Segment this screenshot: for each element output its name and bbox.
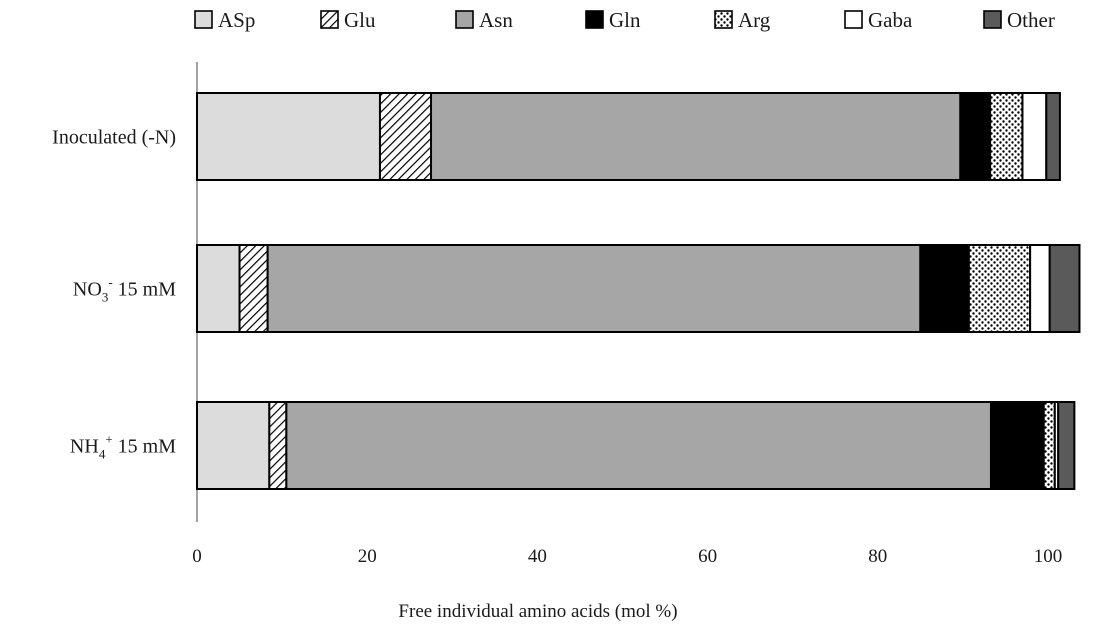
bars — [196, 92, 1081, 490]
x-tick-label: 40 — [528, 546, 547, 567]
legend-item-gaba: Gaba — [844, 8, 913, 32]
bar-segment-arg — [1042, 401, 1056, 490]
legend-swatch — [983, 10, 1002, 29]
bar-segment-arg — [967, 244, 1032, 333]
category-labels: Inoculated (-N) NO3- 15 mM NH4+ 15 mM — [52, 127, 176, 462]
bar-segment-glu — [238, 244, 269, 333]
bar-segment-other — [1045, 92, 1061, 181]
bar-segment-glu — [378, 92, 433, 181]
x-tick-label: 100 — [1034, 546, 1063, 567]
bar-group — [196, 92, 1061, 181]
x-tick-label: 0 — [192, 546, 202, 567]
legend-item-gln: Gln — [585, 8, 641, 32]
category-label: Inoculated (-N) — [52, 127, 176, 149]
bar-segment-gln — [989, 401, 1045, 490]
legend-swatch — [455, 10, 474, 29]
bar-segment-asp — [196, 92, 381, 181]
legend-item-other: Other — [983, 8, 1055, 32]
legend-swatch — [320, 10, 339, 29]
legend-item-glu: Glu — [320, 8, 376, 32]
bar-segment-asn — [430, 92, 962, 181]
legend-swatch — [844, 10, 863, 29]
legend-label: Arg — [738, 8, 771, 32]
bar-segment-glu — [268, 401, 288, 490]
bar-segment-asp — [196, 401, 271, 490]
legend-swatch — [714, 10, 733, 29]
category-label: NH4+ 15 mM — [70, 432, 176, 462]
legend-item-arg: Arg — [714, 8, 771, 32]
bar-segment-gaba — [1029, 244, 1051, 333]
bar-group — [196, 244, 1081, 333]
legend-swatch — [585, 10, 604, 29]
bar-segment-asn — [266, 244, 922, 333]
legend-label: Asn — [479, 8, 513, 32]
bar-segment-asp — [196, 244, 241, 333]
x-tick-label: 80 — [868, 546, 887, 567]
bar-segment-asn — [285, 401, 992, 490]
x-tick-label: 60 — [698, 546, 717, 567]
category-label: NO3- 15 mM — [73, 275, 176, 305]
bar-group — [196, 401, 1076, 490]
legend-swatch — [194, 10, 213, 29]
x-tick-label: 20 — [358, 546, 377, 567]
legend-label: ASp — [218, 8, 255, 32]
bar-segment-gln — [919, 244, 970, 333]
legend-item-asp: ASp — [194, 8, 255, 32]
legend: ASp Glu Asn Gln Arg Gaba Other — [194, 8, 1055, 32]
bar-segment-gln — [959, 92, 992, 181]
x-axis-title: Free individual amino acids (mol %) — [398, 601, 677, 622]
legend-label: Gln — [609, 8, 641, 32]
legend-item-asn: Asn — [455, 8, 513, 32]
bar-segment-other — [1057, 401, 1076, 490]
bar-segment-other — [1048, 244, 1081, 333]
legend-label: Other — [1007, 8, 1055, 32]
bar-segment-arg — [989, 92, 1024, 181]
bar-segment-gaba — [1021, 92, 1048, 181]
legend-label: Gaba — [868, 8, 913, 32]
legend-label: Glu — [344, 8, 376, 32]
